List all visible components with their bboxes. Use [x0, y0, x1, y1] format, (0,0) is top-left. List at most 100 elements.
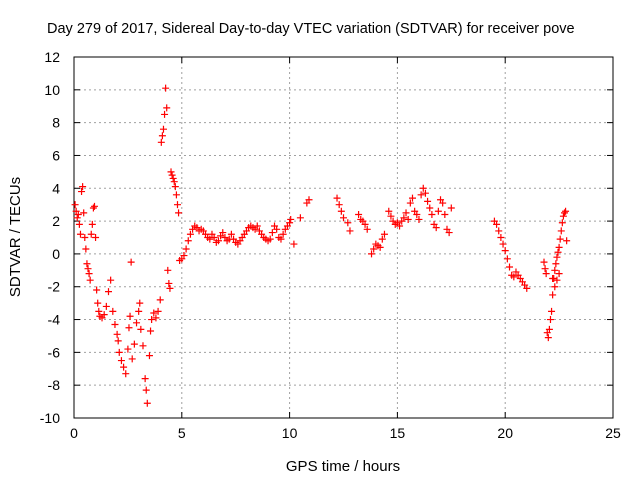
data-point — [154, 307, 162, 315]
y-tick-label: 8 — [52, 115, 60, 131]
data-point — [540, 258, 548, 266]
data-point — [93, 286, 101, 294]
data-point — [335, 201, 343, 209]
data-point — [147, 327, 155, 335]
axis-ticks — [73, 56, 614, 419]
data-point — [71, 201, 79, 209]
plot-frame — [73, 56, 614, 419]
data-point — [556, 235, 564, 243]
y-tick-label: -4 — [48, 312, 61, 328]
data-point — [378, 235, 386, 243]
data-point — [148, 316, 156, 324]
data-point — [337, 207, 345, 215]
data-point — [76, 230, 84, 238]
data-point — [89, 204, 97, 212]
data-point — [413, 211, 421, 219]
data-point — [370, 245, 378, 253]
data-point — [167, 168, 175, 176]
data-point — [296, 214, 304, 222]
grid-lines — [74, 57, 613, 418]
data-point — [441, 211, 449, 219]
data-point — [279, 230, 287, 238]
data-point — [159, 125, 167, 133]
data-point — [175, 209, 183, 217]
data-point — [115, 348, 123, 356]
data-point — [268, 229, 276, 237]
data-point — [120, 363, 128, 371]
data-point — [164, 266, 172, 274]
data-point — [554, 248, 562, 256]
data-point — [161, 110, 169, 118]
data-point — [92, 234, 100, 241]
data-point — [83, 260, 91, 268]
y-tick-labels: -10 -8 -6 -4 -2 0 2 4 6 8 10 12 — [40, 49, 60, 426]
data-point — [266, 235, 274, 243]
data-point — [169, 174, 177, 182]
data-point — [385, 207, 393, 215]
data-point — [158, 132, 166, 140]
data-point — [404, 215, 412, 223]
data-point — [432, 224, 440, 232]
data-point — [210, 234, 218, 241]
data-point — [551, 283, 559, 291]
data-point — [380, 230, 388, 238]
data-point — [186, 230, 194, 238]
y-tick-label: -10 — [40, 410, 60, 426]
data-point — [88, 220, 96, 228]
data-point — [100, 311, 108, 319]
y-tick-label: 12 — [44, 49, 60, 65]
data-point — [424, 197, 432, 205]
data-point — [141, 375, 149, 383]
data-point — [95, 307, 103, 315]
data-point — [182, 245, 190, 253]
data-point — [171, 183, 179, 191]
data-point — [447, 204, 455, 212]
data-point — [168, 171, 176, 179]
y-tick-label: 2 — [52, 213, 60, 229]
x-tick-label: 20 — [497, 425, 513, 441]
data-point — [133, 319, 141, 327]
data-point — [78, 188, 86, 196]
y-tick-label: 6 — [52, 147, 60, 163]
x-tick-label: 10 — [282, 425, 298, 441]
data-point — [355, 211, 363, 219]
data-point — [402, 209, 410, 217]
y-tick-label: 10 — [44, 82, 60, 98]
data-point — [277, 235, 285, 243]
x-tick-label: 25 — [605, 425, 621, 441]
data-point — [562, 207, 570, 215]
data-point — [150, 309, 158, 317]
data-point — [548, 307, 556, 315]
data-point — [305, 196, 313, 204]
data-point — [173, 201, 181, 209]
data-point — [273, 225, 281, 233]
data-point — [497, 234, 505, 241]
data-point — [544, 334, 552, 342]
data-point — [113, 330, 121, 338]
data-point — [553, 253, 561, 261]
data-point — [253, 222, 261, 230]
data-point — [73, 214, 81, 222]
data-point — [162, 84, 170, 92]
data-point — [102, 302, 110, 310]
data-point — [396, 222, 404, 230]
data-point — [227, 230, 235, 238]
data-point — [415, 215, 423, 223]
data-point — [428, 211, 436, 219]
data-point — [156, 296, 164, 304]
data-point — [75, 220, 83, 228]
data-point — [145, 352, 153, 360]
data-point — [541, 265, 549, 273]
data-point — [122, 370, 130, 378]
data-point — [165, 279, 173, 287]
data-point — [180, 252, 188, 260]
y-tick-label: -6 — [48, 344, 61, 360]
data-point — [79, 183, 87, 191]
data-point — [127, 258, 135, 266]
data-point — [126, 312, 134, 320]
x-tick-label: 5 — [178, 425, 186, 441]
data-point — [549, 291, 557, 299]
data-point — [559, 212, 567, 220]
data-point — [139, 342, 147, 350]
